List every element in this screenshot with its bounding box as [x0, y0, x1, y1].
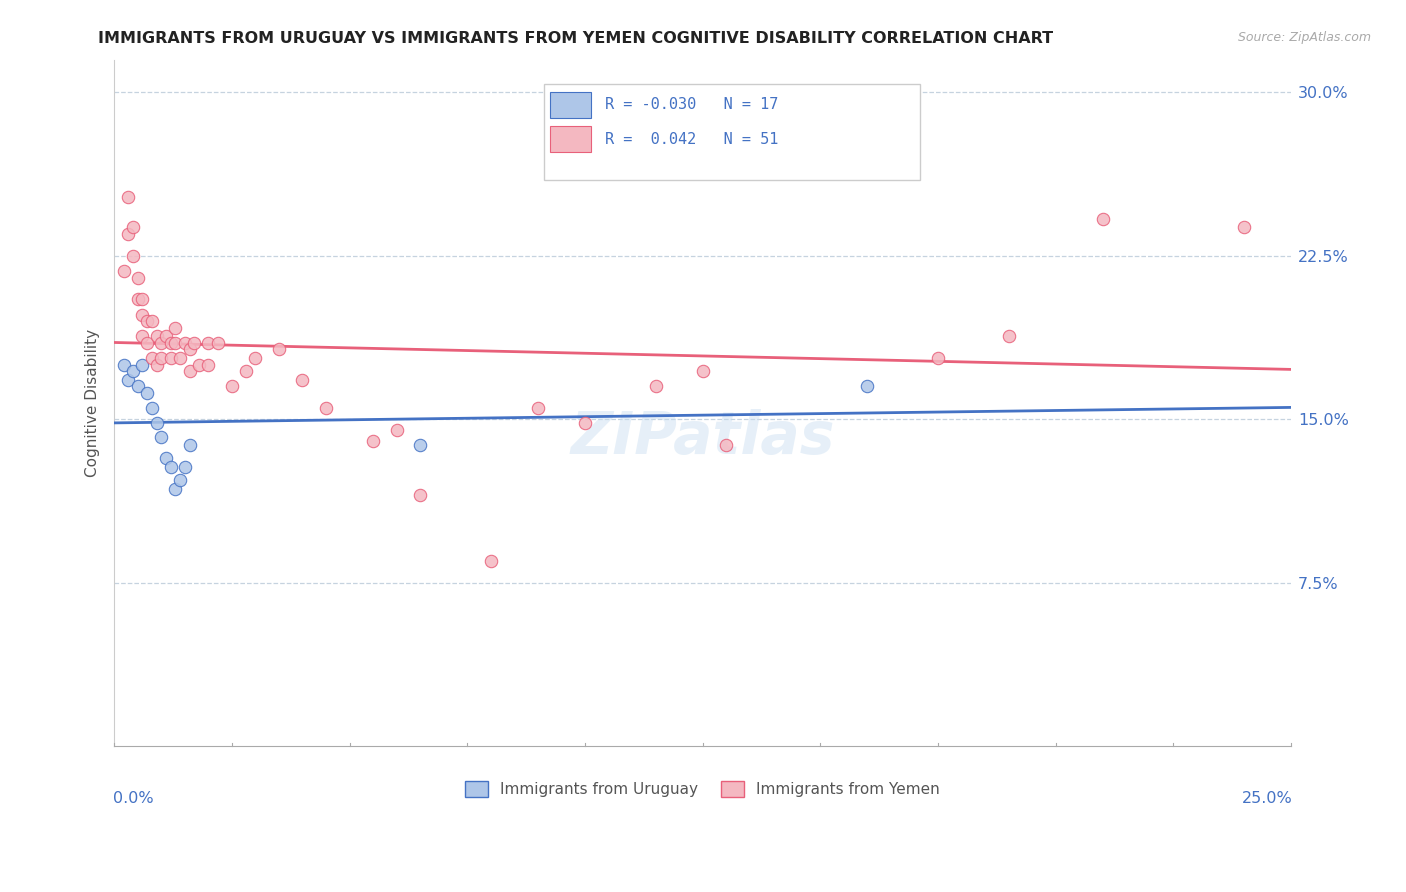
Point [150, 429, 173, 443]
Point [122, 220, 145, 235]
Y-axis label: Cognitive Disability: Cognitive Disability [86, 329, 100, 477]
Point [136, 386, 159, 401]
Point [173, 460, 195, 475]
Point [409, 438, 432, 452]
Point [527, 401, 550, 416]
Text: ZIPatlas: ZIPatlas [571, 409, 835, 466]
Bar [550, 126, 591, 153]
Point [479, 554, 502, 568]
Point [197, 335, 219, 350]
Bar [550, 92, 591, 118]
Point [122, 249, 145, 263]
Point [150, 335, 173, 350]
Text: R = -0.030   N = 17: R = -0.030 N = 17 [605, 97, 779, 112]
Point [315, 401, 337, 416]
Text: IMMIGRANTS FROM URUGUAY VS IMMIGRANTS FROM YEMEN COGNITIVE DISABILITY CORRELATIO: IMMIGRANTS FROM URUGUAY VS IMMIGRANTS FR… [98, 31, 1053, 46]
Point [997, 329, 1019, 343]
Point [155, 451, 177, 466]
Point [141, 401, 163, 416]
Point [644, 379, 666, 393]
Point [141, 314, 163, 328]
Point [1091, 211, 1114, 226]
Point [127, 270, 149, 285]
Point [136, 314, 159, 328]
Point [179, 343, 201, 357]
Text: R =  0.042   N = 51: R = 0.042 N = 51 [605, 132, 779, 146]
Point [856, 379, 879, 393]
Point [112, 264, 135, 278]
Point [927, 351, 949, 365]
Point [136, 335, 159, 350]
Point [127, 379, 149, 393]
Point [122, 364, 145, 378]
Point [385, 423, 408, 437]
Point [150, 351, 173, 365]
Point [165, 482, 187, 496]
Point [187, 358, 209, 372]
Point [245, 351, 267, 365]
Point [159, 351, 181, 365]
Point [267, 343, 290, 357]
Point [131, 329, 153, 343]
Point [235, 364, 257, 378]
Point [141, 351, 163, 365]
Point [145, 329, 167, 343]
Point [159, 460, 181, 475]
Point [291, 373, 314, 387]
Point [165, 335, 187, 350]
Point [117, 373, 139, 387]
Text: Source: ZipAtlas.com: Source: ZipAtlas.com [1237, 31, 1371, 45]
Point [179, 438, 201, 452]
Point [207, 335, 229, 350]
Text: 0.0%: 0.0% [112, 790, 153, 805]
Point [1233, 220, 1256, 235]
Point [145, 358, 167, 372]
Point [145, 417, 167, 431]
Point [169, 473, 191, 487]
Point [361, 434, 384, 448]
Point [131, 293, 153, 307]
Point [692, 364, 714, 378]
Point [574, 417, 596, 431]
Point [117, 227, 139, 241]
Point [169, 351, 191, 365]
FancyBboxPatch shape [544, 84, 921, 179]
Point [131, 358, 153, 372]
Point [409, 488, 432, 502]
Point [159, 335, 181, 350]
Point [183, 335, 205, 350]
Point [131, 308, 153, 322]
Point [173, 335, 195, 350]
Point [197, 358, 219, 372]
Legend: Immigrants from Uruguay, Immigrants from Yemen: Immigrants from Uruguay, Immigrants from… [458, 775, 946, 804]
Point [112, 358, 135, 372]
Point [117, 190, 139, 204]
Text: 25.0%: 25.0% [1241, 790, 1292, 805]
Point [165, 320, 187, 334]
Point [179, 364, 201, 378]
Point [221, 379, 243, 393]
Point [127, 293, 149, 307]
Point [714, 438, 737, 452]
Point [155, 329, 177, 343]
